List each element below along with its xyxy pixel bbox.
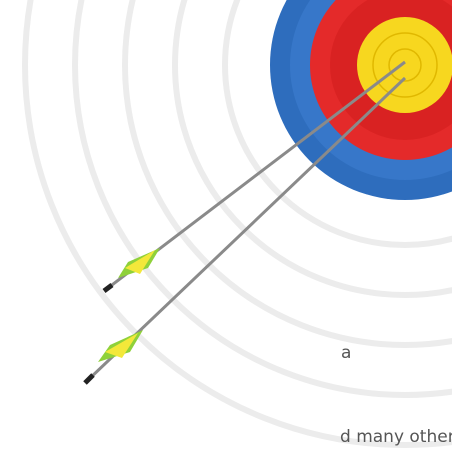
target bbox=[270, 0, 452, 200]
page: a d many other (() => { const data = JSO… bbox=[0, 0, 452, 476]
text-line: d many other bbox=[340, 427, 452, 447]
target-illustration bbox=[0, 0, 452, 476]
text-line: a bbox=[341, 343, 351, 363]
